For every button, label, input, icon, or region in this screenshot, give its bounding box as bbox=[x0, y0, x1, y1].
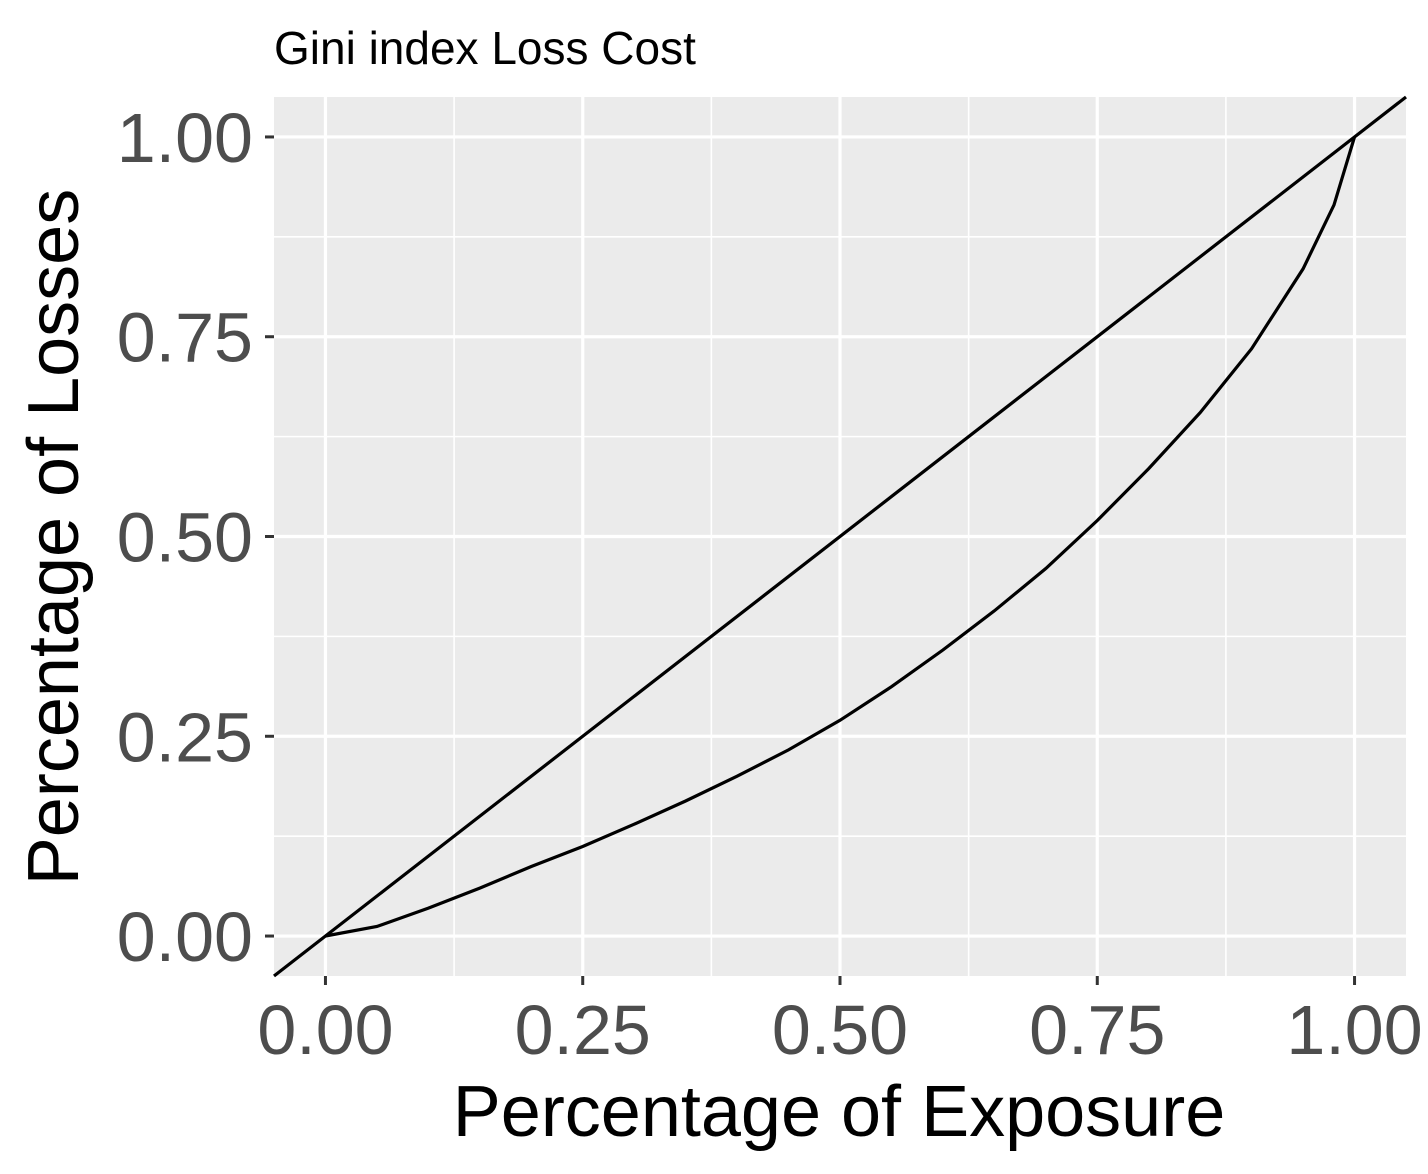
lorenz-curve bbox=[325, 136, 1357, 938]
x-axis-title: Percentage of Exposure bbox=[453, 1072, 1226, 1152]
y-tick-label: 0.50 bbox=[117, 499, 253, 577]
y-tick-label: 1.00 bbox=[117, 99, 253, 177]
y-axis-title: Percentage of Losses bbox=[14, 189, 94, 885]
x-tick-label: 0.25 bbox=[515, 991, 651, 1069]
x-axis: 0.00 0.25 0.50 0.75 1.00 bbox=[257, 976, 1423, 1069]
y-tick-label: 0.00 bbox=[117, 898, 253, 976]
y-axis: 0.00 0.25 0.50 0.75 1.00 bbox=[117, 99, 274, 976]
x-tick-label: 0.50 bbox=[772, 991, 908, 1069]
equality-line bbox=[273, 95, 1407, 978]
x-tick-label: 0.00 bbox=[257, 991, 393, 1069]
y-tick-label: 0.25 bbox=[117, 698, 253, 776]
x-tick-label: 0.75 bbox=[1029, 991, 1165, 1069]
series-layer bbox=[273, 95, 1407, 978]
y-tick-label: 0.75 bbox=[117, 299, 253, 377]
x-tick-label: 1.00 bbox=[1286, 991, 1422, 1069]
chart-title: Gini index Loss Cost bbox=[274, 22, 696, 74]
